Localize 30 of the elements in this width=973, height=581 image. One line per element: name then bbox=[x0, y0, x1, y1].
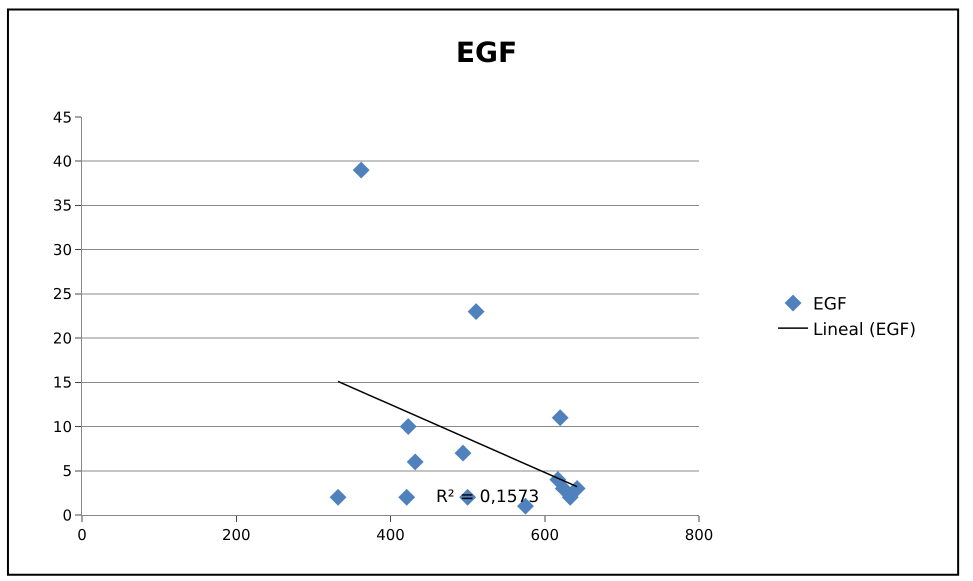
y-tick-label: 15 bbox=[52, 374, 72, 392]
point bbox=[468, 303, 485, 320]
point bbox=[552, 409, 569, 426]
point bbox=[406, 453, 424, 470]
x-tick-label: 400 bbox=[376, 526, 405, 544]
y-tick-label: 20 bbox=[52, 329, 72, 348]
x-tick-label: 0 bbox=[77, 526, 87, 544]
point bbox=[330, 488, 347, 506]
x-tick-label: 800 bbox=[684, 526, 714, 544]
point bbox=[400, 418, 417, 436]
chart-title: EGF bbox=[456, 36, 518, 70]
y-tick-label: 35 bbox=[52, 196, 72, 215]
legend-label: Lineal (EGF) bbox=[813, 320, 916, 340]
y-tick-label: 25 bbox=[52, 285, 72, 304]
annotation: R² = 0,1573 bbox=[436, 487, 540, 507]
point bbox=[568, 480, 586, 497]
x-tick-label: 200 bbox=[222, 526, 251, 544]
point bbox=[454, 444, 472, 462]
y-tick-label: 30 bbox=[52, 240, 72, 259]
point bbox=[562, 488, 579, 506]
y-tick-label: 40 bbox=[52, 152, 72, 170]
y-tick-label: 10 bbox=[52, 418, 72, 436]
point bbox=[352, 162, 370, 179]
point bbox=[554, 480, 572, 497]
y-tick-label: 45 bbox=[52, 108, 72, 126]
y-tick-label: 0 bbox=[62, 506, 72, 524]
legend-label: EGF bbox=[813, 294, 847, 315]
point bbox=[398, 488, 416, 506]
x-tick-label: 600 bbox=[530, 526, 560, 544]
y-tick-label: 5 bbox=[62, 462, 72, 480]
